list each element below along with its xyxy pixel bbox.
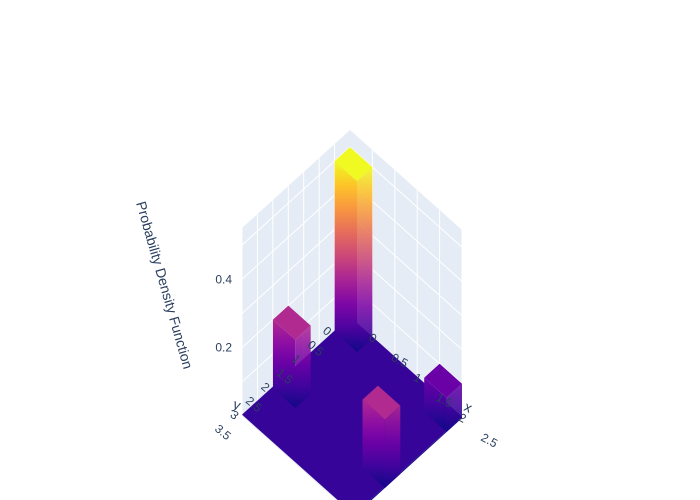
wall-xz (350, 130, 462, 418)
bar-face (424, 377, 447, 432)
bar-face (295, 325, 311, 408)
bar-face (362, 399, 385, 488)
bar-face (446, 383, 462, 432)
bar-top (362, 385, 401, 420)
grid-line (241, 215, 351, 314)
z-tick-label: 0.4 (215, 272, 232, 286)
bar-face (334, 161, 357, 352)
bar[interactable] (362, 385, 401, 488)
bar[interactable] (424, 363, 462, 432)
grid-line (349, 146, 463, 248)
bar-face (384, 405, 401, 488)
z-axis-title: Probability Density Function (133, 199, 196, 370)
bar[interactable] (272, 305, 311, 408)
z-tick-label: 0.2 (215, 341, 232, 355)
bar-top (334, 147, 373, 182)
bars (272, 147, 462, 488)
bar-face (357, 167, 373, 352)
bar-top (424, 363, 462, 398)
zero-surface (242, 316, 462, 500)
bar-face (272, 319, 296, 408)
x-tick-label: 2.5 (479, 430, 501, 450)
y-tick-label: 3.5 (212, 422, 234, 444)
bar-top (272, 305, 311, 340)
x-axis-title: x (462, 398, 475, 415)
grid-line (241, 146, 351, 246)
grid-line (241, 180, 351, 280)
grid-line (241, 249, 351, 349)
wall-yz (242, 130, 350, 416)
bar[interactable] (334, 147, 373, 352)
